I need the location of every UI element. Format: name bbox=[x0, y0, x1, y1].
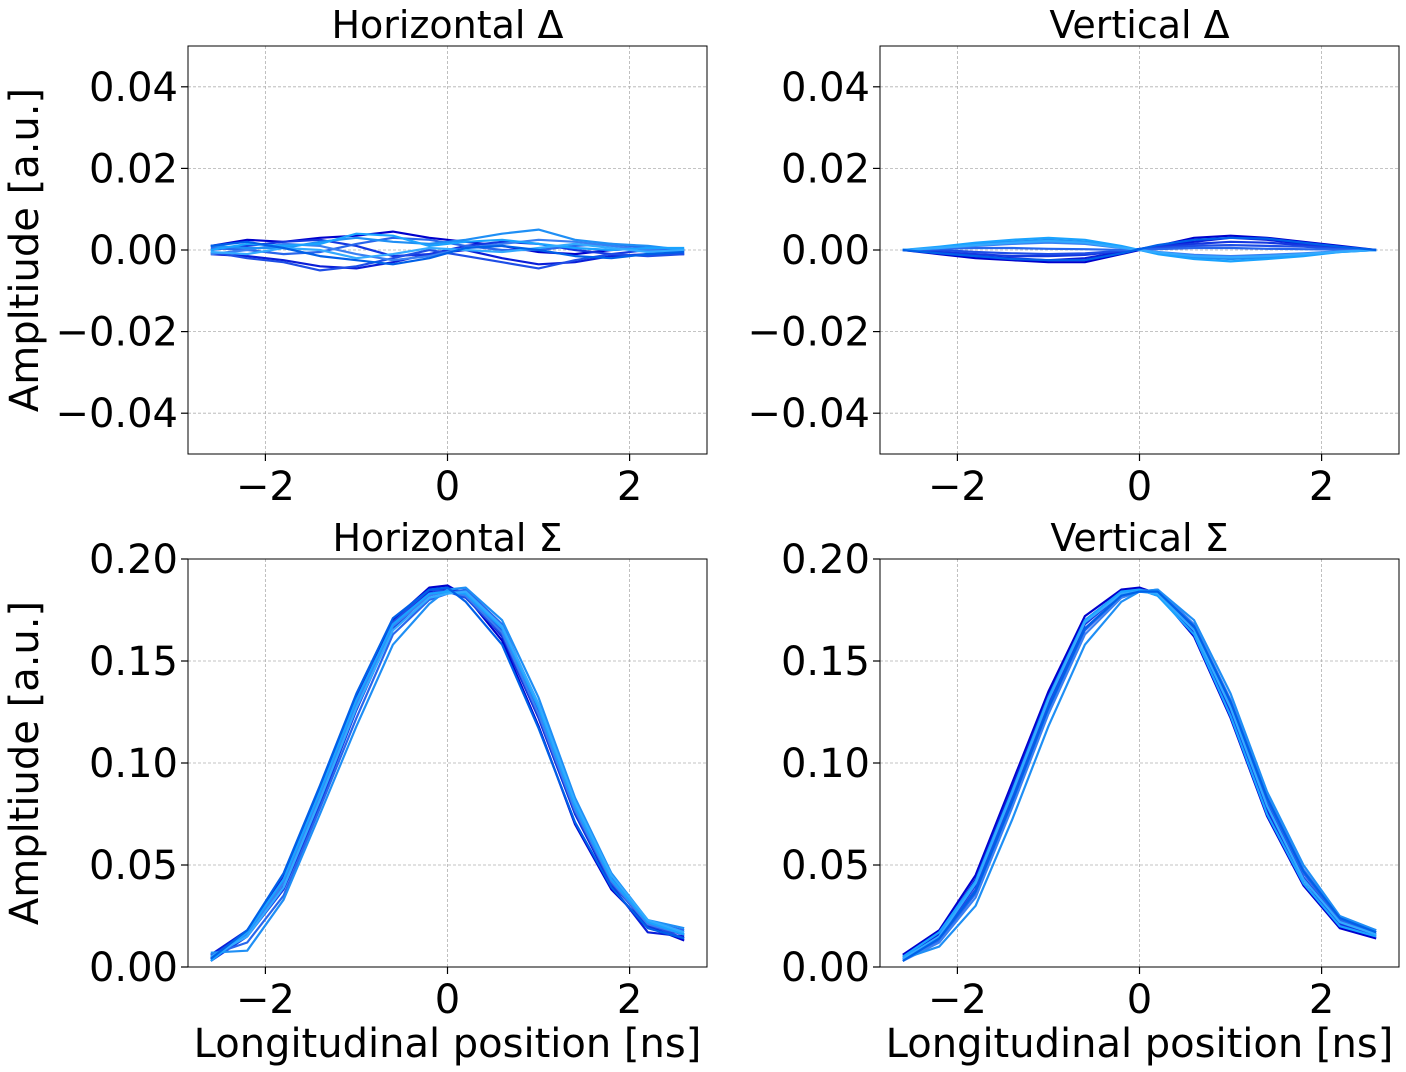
x-tick-label: 2 bbox=[1309, 464, 1334, 510]
series-line bbox=[902, 590, 1377, 962]
chart-title: Vertical Δ bbox=[1049, 3, 1229, 47]
x-tick-label: −2 bbox=[236, 464, 295, 510]
series-line bbox=[902, 236, 1377, 262]
y-tick-label: 0.00 bbox=[89, 228, 178, 274]
y-tick-label: −0.04 bbox=[747, 391, 870, 437]
y-axis-label: Ampltiude [a.u.] bbox=[2, 88, 48, 412]
y-tick-label: 0.10 bbox=[781, 741, 870, 787]
y-tick-label: 0.15 bbox=[781, 639, 870, 685]
panel-horizontal-sigma: −2 0 2 0.20 0.15 0.10 0.05 0.00 Horizontal Σ Am… bbox=[2, 516, 708, 1067]
y-tick-label: 0.02 bbox=[89, 146, 178, 192]
y-tick-label: 0.20 bbox=[781, 537, 870, 583]
panel-vertical-sigma: −2 0 2 0.20 0.15 0.10 0.05 0.00 Vertical Σ Long… bbox=[781, 516, 1400, 1067]
y-tick-label: 0.00 bbox=[89, 945, 178, 991]
series-line bbox=[210, 240, 685, 266]
x-tick-label: 0 bbox=[435, 977, 460, 1023]
panel-vertical-delta: −2 0 2 0.04 0.02 0.00 −0.02 −0.04 Vertical Δ bbox=[747, 3, 1400, 510]
x-tick-label: 0 bbox=[1127, 977, 1152, 1023]
y-tick-label: 0.10 bbox=[89, 741, 178, 787]
x-axis-label: Longitudinal position [ns] bbox=[194, 1021, 702, 1067]
y-axis-label: Ampltiude [a.u.] bbox=[2, 601, 48, 925]
series-line bbox=[210, 590, 685, 962]
y-tick-label: 0.00 bbox=[781, 945, 870, 991]
chart-title: Vertical Σ bbox=[1050, 516, 1228, 560]
y-tick-label: 0.20 bbox=[89, 537, 178, 583]
series-line bbox=[210, 228, 685, 252]
chart-title: Horizontal Δ bbox=[331, 3, 563, 47]
series-line bbox=[210, 586, 685, 960]
y-tick-label: 0.15 bbox=[89, 639, 178, 685]
x-tick-label: −2 bbox=[928, 464, 987, 510]
x-axis-label: Longitudinal position [ns] bbox=[886, 1021, 1394, 1067]
series-line bbox=[210, 590, 685, 958]
y-tick-label: 0.05 bbox=[89, 843, 178, 889]
x-tick-label: 2 bbox=[1309, 977, 1334, 1023]
y-tick-label: −0.02 bbox=[747, 310, 870, 356]
x-tick-label: −2 bbox=[928, 977, 987, 1023]
x-tick-label: 2 bbox=[617, 464, 642, 510]
x-tick-label: 0 bbox=[1127, 464, 1152, 510]
y-tick-label: 0.00 bbox=[781, 228, 870, 274]
panel-horizontal-delta: −2 0 20.040.020.00−0.02−0.04 Horizontal Δ … bbox=[2, 3, 708, 510]
y-tick-label: 0.04 bbox=[781, 65, 870, 111]
chart-title: Horizontal Σ bbox=[332, 516, 562, 560]
series-line bbox=[210, 586, 685, 954]
y-tick-label: 0.05 bbox=[781, 843, 870, 889]
y-tick-label: −0.02 bbox=[55, 310, 178, 356]
x-tick-label: −2 bbox=[236, 977, 295, 1023]
series-line bbox=[210, 232, 685, 252]
y-tick-label: 0.04 bbox=[89, 65, 178, 111]
y-tick-label: −0.04 bbox=[55, 391, 178, 437]
x-tick-label: 2 bbox=[617, 977, 642, 1023]
y-tick-label: 0.02 bbox=[781, 146, 870, 192]
x-tick-label: 0 bbox=[435, 464, 460, 510]
